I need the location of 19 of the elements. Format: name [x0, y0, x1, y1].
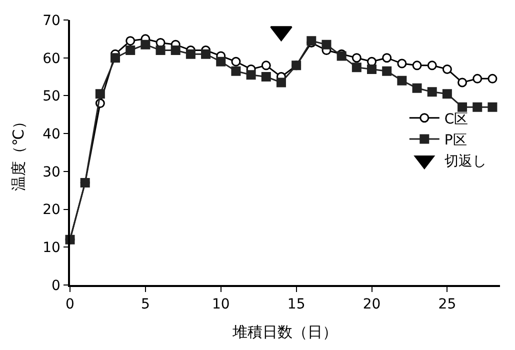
y-tick-label: 40	[42, 126, 60, 142]
legend-label: 切返し	[444, 154, 486, 170]
y-tick-label: 20	[42, 202, 60, 218]
y-tick-label: 50	[42, 88, 60, 105]
y-tick-label: 0	[52, 278, 60, 294]
x-tick-label: 15	[287, 296, 306, 313]
legend-label: P区	[444, 132, 467, 149]
y-tick-label: 10	[42, 240, 60, 256]
x-tick-label: 20	[362, 296, 381, 313]
y-axis-title: 温度（℃）	[9, 114, 28, 191]
legend-label: C区	[444, 111, 468, 128]
x-tick-label: 0	[66, 296, 74, 313]
y-tick-label: 60	[42, 50, 60, 67]
x-tick-label: 5	[140, 296, 150, 313]
x-tick-label: 10	[212, 296, 230, 313]
x-axis-title: 堆積日数（日）	[232, 323, 338, 342]
y-tick-label: 70	[42, 12, 60, 29]
y-tick-label: 30	[42, 164, 60, 180]
x-tick-label: 25	[438, 296, 456, 313]
